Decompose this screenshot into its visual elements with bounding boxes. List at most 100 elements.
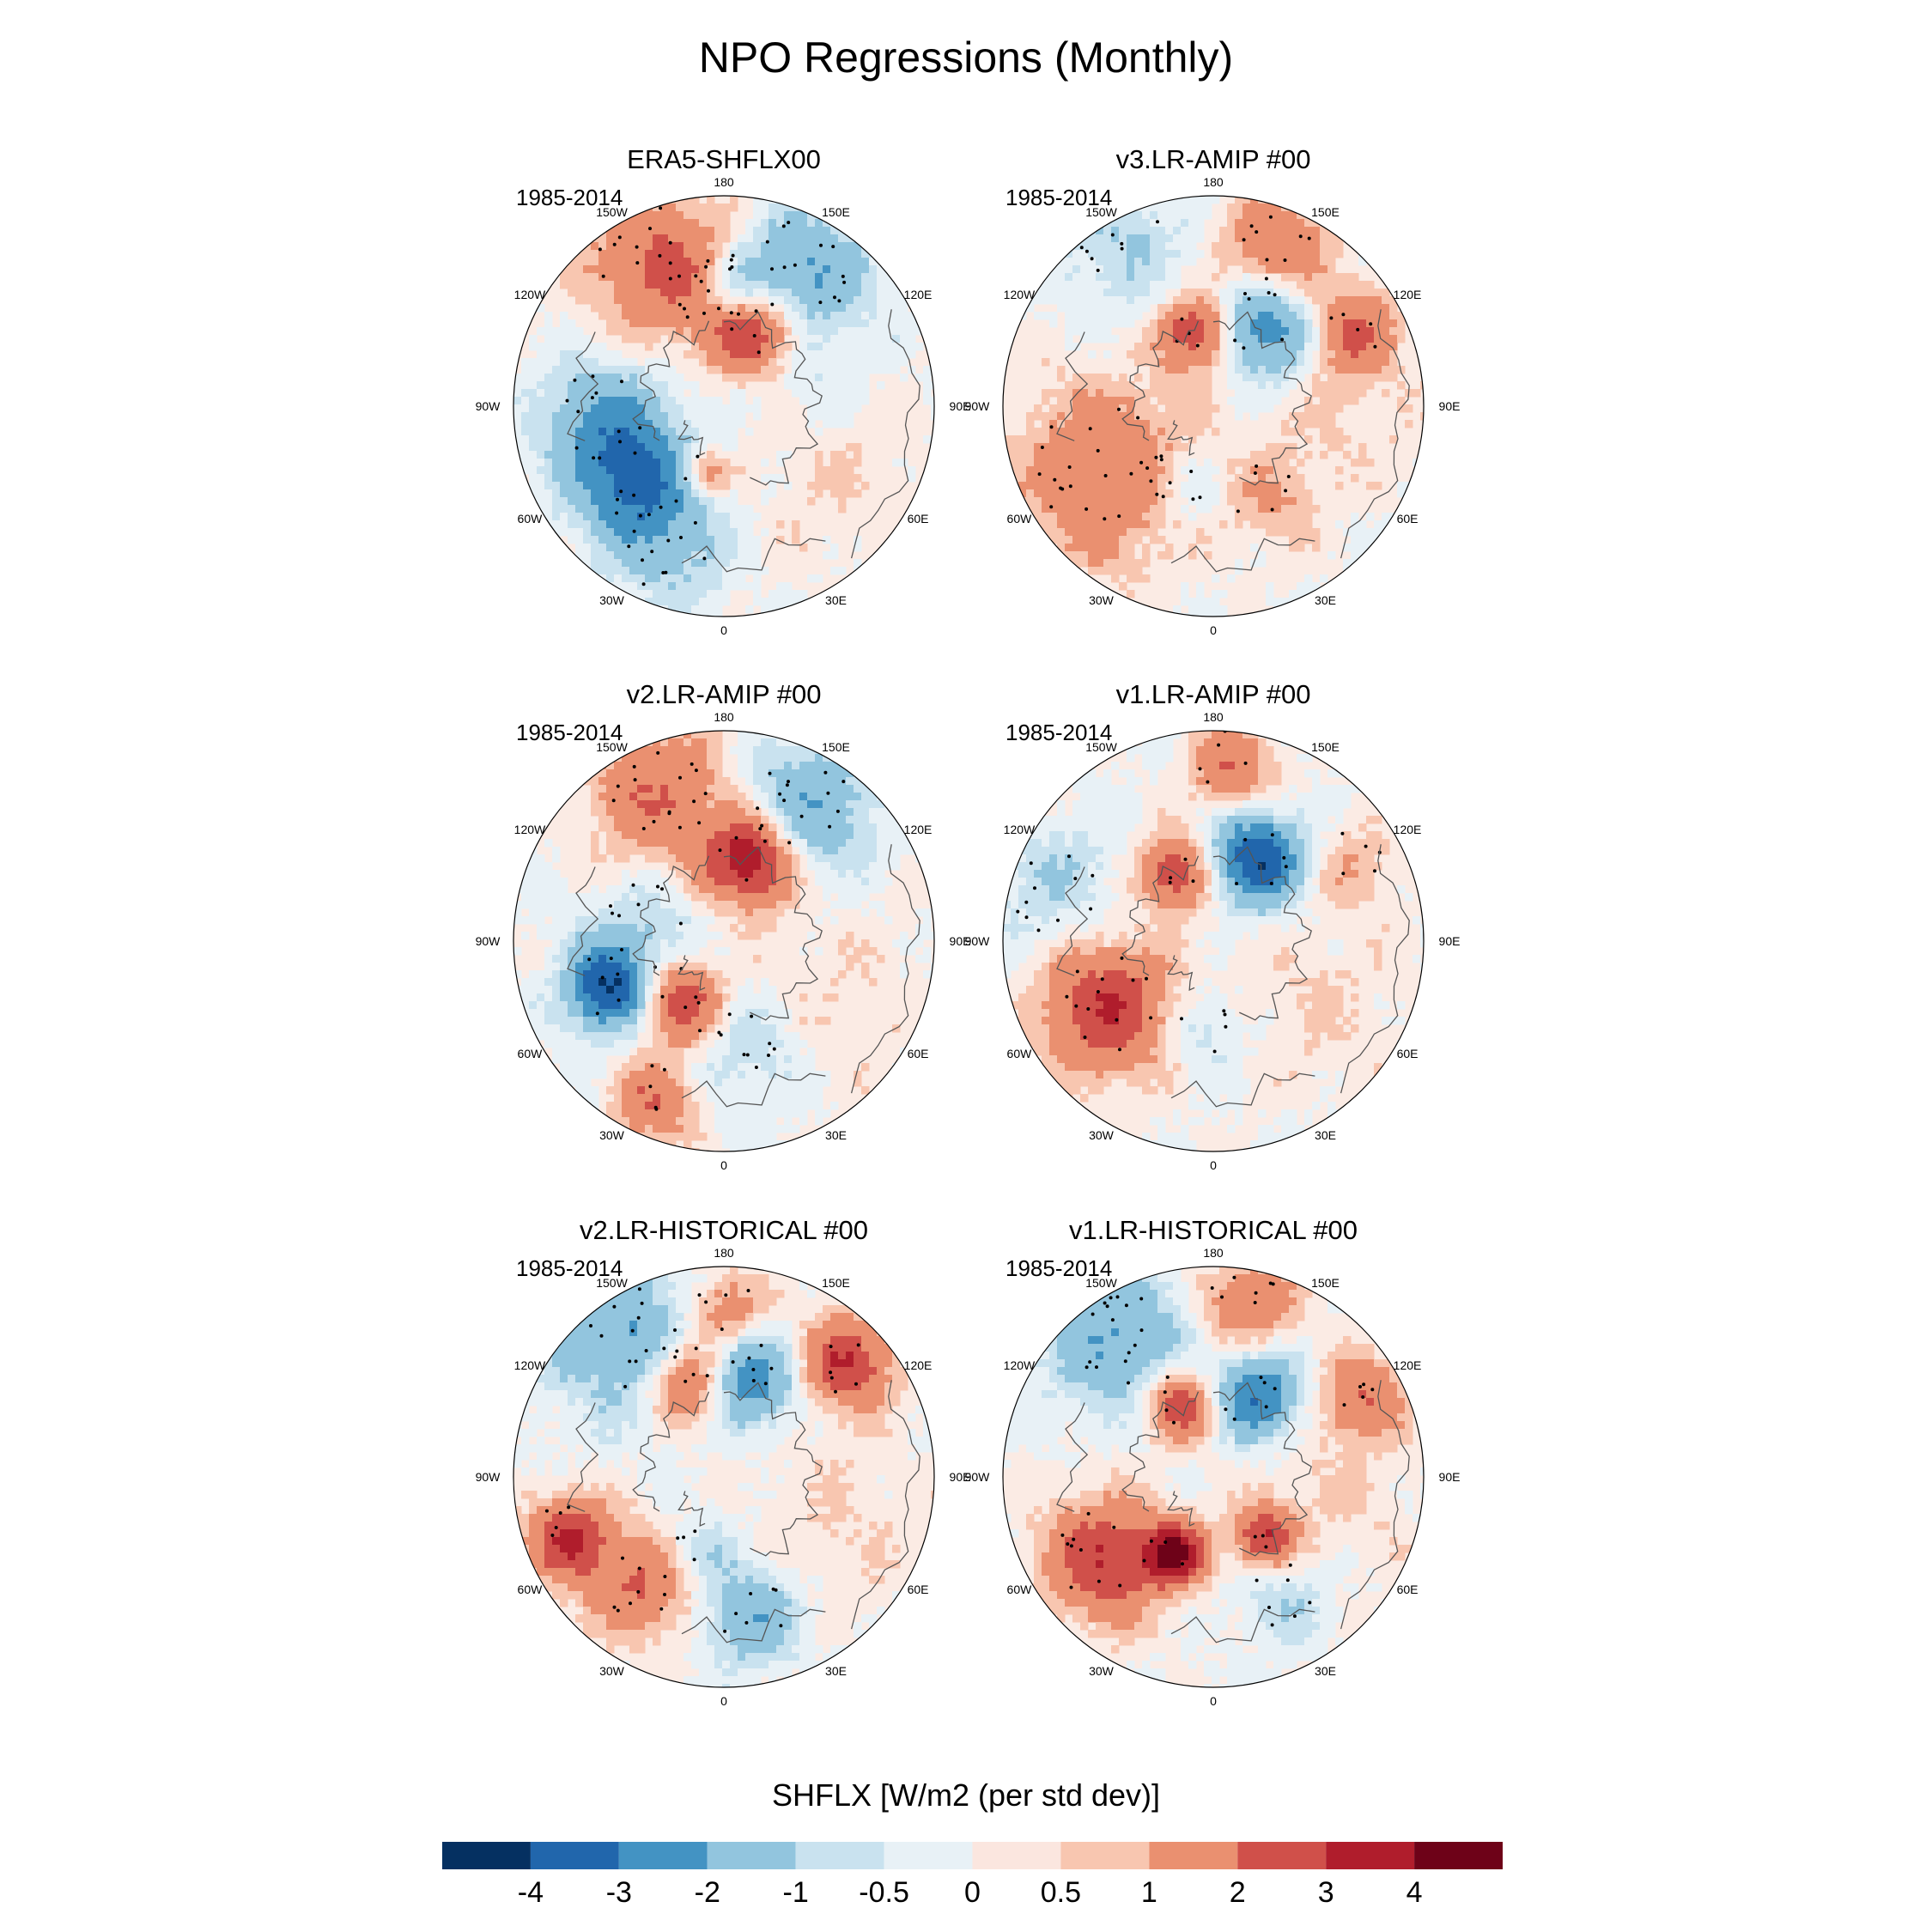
longitude-label: 0	[1210, 1158, 1217, 1172]
map-panel-4	[1002, 730, 1425, 1152]
significance-stippling	[1037, 215, 1377, 521]
coastlines	[1056, 1380, 1410, 1643]
longitude-label: 90W	[964, 1470, 990, 1484]
coastlines	[1056, 309, 1410, 573]
map-outline	[513, 1266, 935, 1688]
colorbar-box	[707, 1842, 796, 1869]
colorbar-box	[884, 1842, 973, 1869]
longitude-label: 90W	[475, 399, 501, 413]
longitude-label: 30E	[825, 1664, 847, 1679]
map-outline	[1002, 195, 1425, 617]
longitude-label: 60W	[517, 511, 543, 526]
filled-contour-field	[513, 731, 934, 1151]
longitude-label: 60E	[1396, 1582, 1419, 1596]
colorbar-box	[1060, 1842, 1150, 1869]
longitude-label: 30W	[599, 1128, 624, 1143]
longitude-label: 180	[714, 710, 734, 724]
longitude-label: 120W	[513, 1358, 546, 1372]
panel-period: 1985-2014	[1005, 720, 1113, 745]
colorbar-tick: -3	[605, 1876, 632, 1909]
colorbar-box	[1326, 1842, 1415, 1869]
significance-stippling	[1016, 731, 1382, 1054]
map-panel-2	[1002, 195, 1425, 617]
colorbar-tick: 0.5	[1040, 1876, 1082, 1909]
colorbar-tick: 0	[964, 1876, 981, 1909]
longitude-label: 150W	[596, 204, 628, 219]
longitude-label: 60E	[1396, 1046, 1419, 1060]
longitude-label: 150W	[1085, 204, 1117, 219]
map-panel-5	[513, 1266, 935, 1688]
longitude-label: 0	[720, 1694, 727, 1708]
coastlines	[1056, 844, 1410, 1108]
longitude-label: 60E	[1396, 511, 1419, 526]
panel-title: ERA5-SHFLX00	[627, 144, 821, 174]
longitude-label: 150W	[596, 739, 628, 754]
longitude-label: 120W	[513, 287, 546, 301]
filled-contour-field	[1003, 731, 1424, 1151]
longitude-label: 30W	[599, 593, 624, 608]
longitude-label: 180	[1203, 710, 1224, 724]
colorbar-tick: 2	[1229, 1876, 1246, 1909]
figure-title: NPO Regressions (Monthly)	[698, 33, 1234, 82]
longitude-label: 30E	[1315, 1128, 1336, 1143]
longitude-label: 30W	[1089, 1664, 1114, 1679]
colorbar-box	[795, 1842, 884, 1869]
longitude-label: 90W	[964, 934, 990, 948]
longitude-label: 30E	[825, 1128, 847, 1143]
longitude-label: 180	[1203, 1246, 1224, 1260]
longitude-label: 60E	[907, 1582, 929, 1596]
longitude-label: 90E	[1438, 399, 1461, 413]
longitude-label: 60W	[1006, 1582, 1032, 1596]
coastlines	[567, 844, 920, 1108]
longitude-label: 180	[714, 1246, 734, 1260]
longitude-label: 150W	[1085, 1275, 1117, 1290]
longitude-label: 60W	[1006, 511, 1032, 526]
longitude-label: 60E	[907, 1046, 929, 1060]
longitude-label: 90E	[949, 934, 971, 948]
longitude-label: 120E	[1393, 822, 1422, 836]
map-outline	[513, 195, 935, 617]
longitude-label: 120W	[1003, 1358, 1036, 1372]
significance-stippling	[565, 206, 847, 586]
panel-period: 1985-2014	[516, 1255, 623, 1281]
longitude-label: 180	[714, 175, 734, 189]
panel-period: 1985-2014	[516, 185, 623, 210]
longitude-label: 30W	[1089, 593, 1114, 608]
colorbar-tick: 3	[1317, 1876, 1334, 1909]
longitude-label: 0	[1210, 1694, 1217, 1708]
longitude-label: 120E	[903, 287, 933, 301]
panel-period: 1985-2014	[1005, 185, 1113, 210]
colorbar-box	[1149, 1842, 1238, 1869]
longitude-label: 120W	[1003, 822, 1036, 836]
map-outline	[1002, 1266, 1425, 1688]
longitude-label: 120E	[903, 1358, 933, 1372]
panel-title: v2.LR-AMIP #00	[626, 679, 822, 709]
longitude-label: 60W	[517, 1582, 543, 1596]
colorbar-tick: -4	[517, 1876, 544, 1909]
panel-period: 1985-2014	[516, 720, 623, 745]
longitude-label: 90E	[949, 1470, 971, 1484]
panel-title: v2.LR-HISTORICAL #00	[580, 1215, 868, 1245]
colorbar	[442, 1842, 1503, 1869]
longitude-label: 90E	[1438, 1470, 1461, 1484]
longitude-label: 150E	[1311, 204, 1340, 219]
longitude-label: 120E	[1393, 1358, 1422, 1372]
longitude-label: 120E	[1393, 287, 1422, 301]
longitude-label: 120E	[903, 822, 933, 836]
filled-contour-field	[513, 196, 934, 617]
panel-title: v3.LR-AMIP #00	[1115, 144, 1311, 174]
significance-stippling	[544, 1287, 860, 1633]
coastlines	[567, 1380, 920, 1643]
significance-stippling	[1060, 1275, 1375, 1627]
colorbar-tick: 4	[1406, 1876, 1423, 1909]
longitude-label: 150E	[1311, 1275, 1340, 1290]
longitude-label: 30E	[1315, 593, 1336, 608]
colorbar-box	[442, 1842, 531, 1869]
colorbar-box	[618, 1842, 708, 1869]
longitude-label: 90W	[475, 1470, 501, 1484]
longitude-label: 150E	[822, 1275, 850, 1290]
longitude-label: 30W	[599, 1664, 624, 1679]
colorbar-tick: 1	[1140, 1876, 1157, 1909]
map-outline	[513, 730, 935, 1152]
longitude-label: 0	[720, 1158, 727, 1172]
